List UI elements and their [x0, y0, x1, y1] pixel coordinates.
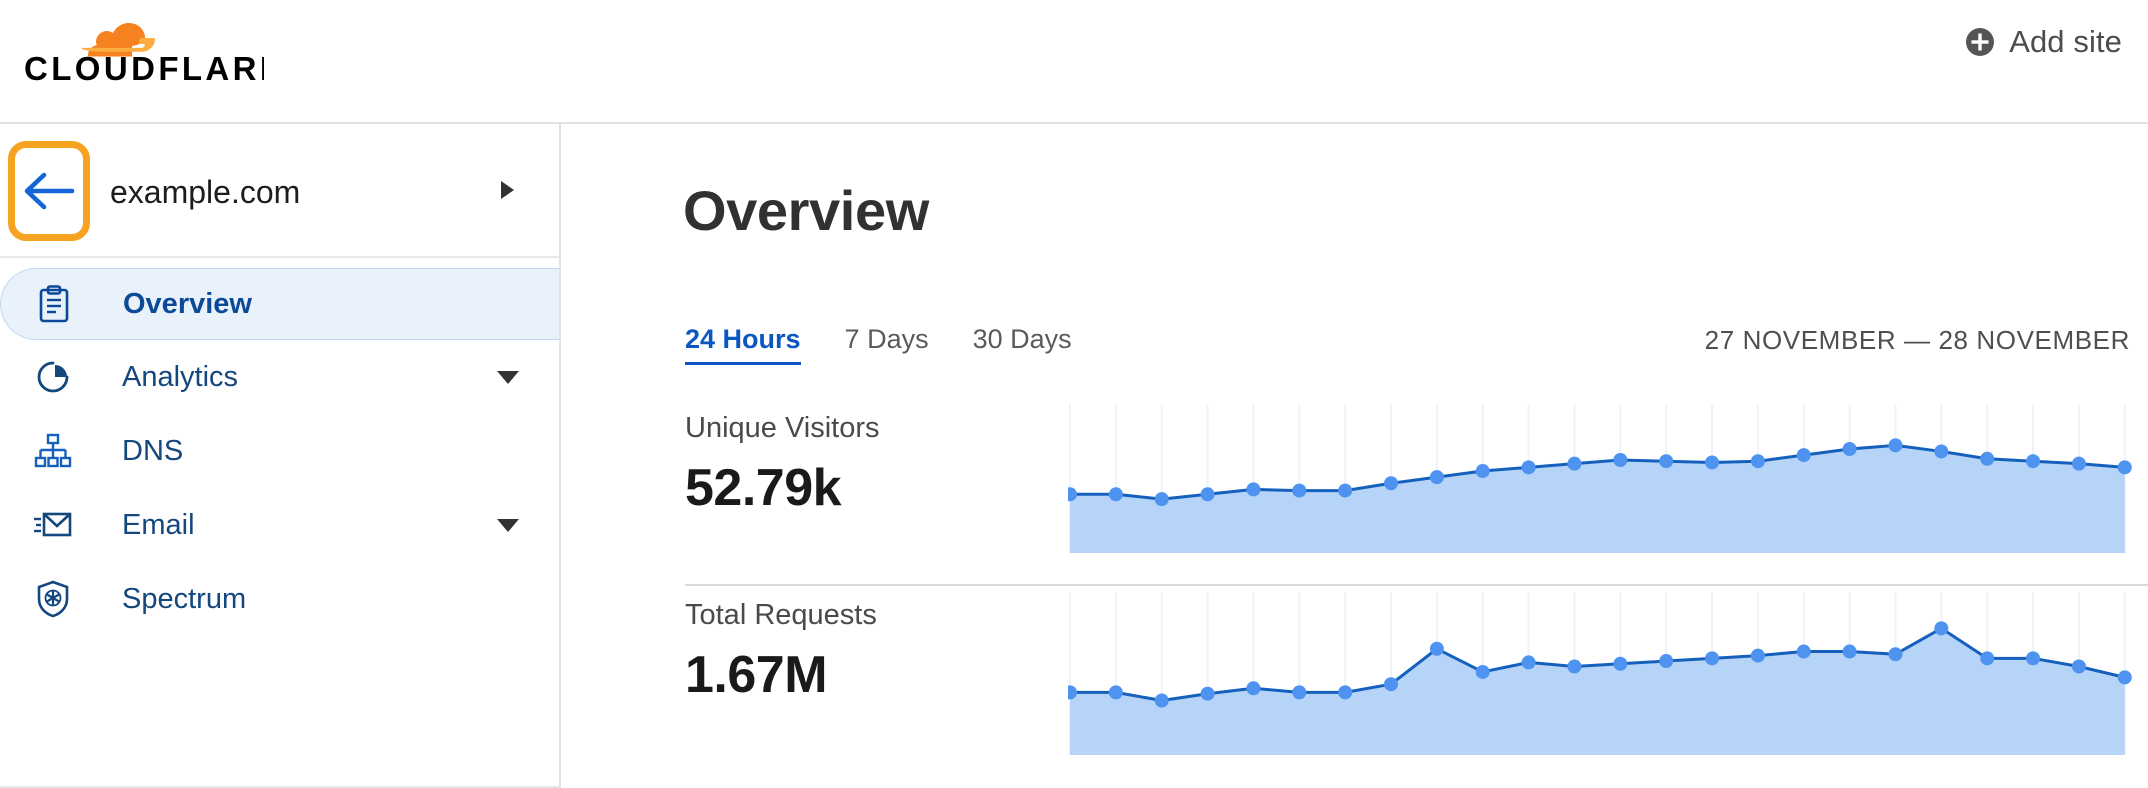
page-title: Overview	[683, 179, 929, 242]
tab-30-days[interactable]: 30 Days	[972, 324, 1072, 354]
sidebar-nav-list: Overview Analytics	[0, 258, 559, 636]
add-site-button[interactable]: Add site	[1965, 24, 2122, 60]
chevron-down-icon[interactable]	[497, 370, 519, 384]
sidebar-item-label: Email	[122, 508, 195, 541]
pie-chart-icon	[33, 357, 73, 397]
sidebar-item-analytics[interactable]: Analytics	[0, 340, 559, 414]
metric-value: 1.67M	[685, 646, 828, 704]
chevron-down-icon[interactable]	[497, 518, 519, 532]
metric-value: 52.79k	[685, 459, 842, 517]
site-selector[interactable]: example.com	[0, 124, 559, 258]
sidebar: example.com Overview	[0, 124, 561, 788]
add-site-label: Add site	[2009, 24, 2122, 59]
sitemap-icon	[33, 431, 73, 471]
top-header-bar: CLOUDFLARE Add site	[0, 0, 2148, 124]
total-requests-sparkline[interactable]	[1068, 585, 2148, 785]
sidebar-item-spectrum[interactable]: Spectrum	[0, 562, 559, 636]
logo-wordmark: CLOUDFLARE	[24, 50, 264, 86]
sidebar-bottom-divider	[0, 786, 561, 788]
back-button[interactable]	[18, 162, 80, 220]
metric-row-divider	[685, 584, 2148, 586]
sidebar-item-label: Spectrum	[122, 582, 247, 615]
envelope-icon	[33, 505, 73, 545]
plus-circle-icon	[1966, 28, 1995, 56]
date-range-label: 27 NOVEMBER — 28 NOVEMBER	[1704, 325, 2130, 355]
sidebar-item-email[interactable]: Email	[0, 488, 559, 562]
sidebar-item-dns[interactable]: DNS	[0, 414, 559, 488]
cloudflare-cloud-logo: CLOUDFLARE	[24, 23, 264, 86]
sidebar-item-label: Overview	[123, 287, 252, 320]
unique-visitors-sparkline[interactable]	[1068, 398, 2148, 583]
tab-7-days[interactable]: 7 Days	[844, 324, 929, 354]
cloudflare-logo[interactable]: CLOUDFLARE	[24, 8, 264, 86]
clipboard-icon	[34, 284, 74, 324]
arrow-left-icon	[24, 172, 75, 210]
site-name-label: example.com	[110, 174, 301, 210]
caret-right-icon	[501, 181, 514, 199]
metric-row-total-requests: Total Requests 1.67M	[563, 585, 2148, 785]
tab-24-hours[interactable]: 24 Hours	[685, 324, 801, 365]
sidebar-item-overview[interactable]: Overview	[0, 268, 559, 340]
metric-label: Unique Visitors	[685, 412, 880, 444]
sidebar-item-label: DNS	[122, 434, 184, 467]
metric-row-unique-visitors: Unique Visitors 52.79k	[563, 398, 2148, 583]
shield-icon	[33, 579, 73, 619]
time-range-tabs: 24 Hours 7 Days 30 Days	[685, 324, 1072, 365]
sidebar-item-label: Analytics	[122, 360, 239, 393]
metric-label: Total Requests	[685, 599, 877, 631]
main-content: Overview 24 Hours 7 Days 30 Days 27 NOVE…	[563, 124, 2148, 788]
